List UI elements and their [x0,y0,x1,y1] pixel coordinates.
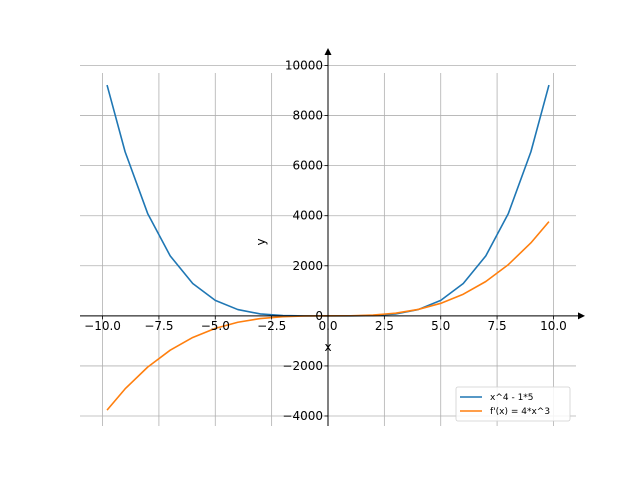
y-tick-label: 4000 [292,209,323,223]
y-axis-arrow-icon [324,48,332,55]
x-axis-label: x [324,340,331,354]
y-tick-label: 6000 [292,159,323,173]
x-tick-label: −7.5 [144,319,173,333]
x-tick-label: 5.0 [431,319,450,333]
y-tick-label: −2000 [282,359,323,373]
x-tick-label: 10.0 [540,319,567,333]
legend-entry-label: x^4 - 1*5 [490,393,534,403]
x-axis-arrow-icon [578,312,585,320]
x-tick-label: −5.0 [201,319,230,333]
x-tick-label: −2.5 [257,319,286,333]
legend: x^4 - 1*5 f'(x) = 4*x^3 [455,386,571,422]
x-tick-label: 7.5 [488,319,507,333]
legend-box [455,386,571,422]
y-tick-label: 0 [315,309,323,323]
x-tick-label: −10.0 [84,319,121,333]
y-axis-label: y [254,238,268,245]
y-tick-label: 10000 [285,59,323,73]
y-tick-label: −4000 [282,409,323,423]
ticks: −10.0 −7.5 −5.0 −2.5 0.0 2.5 5.0 7.5 10.0 −4000 −2… [84,59,567,423]
y-tick-label: 8000 [292,109,323,123]
x-tick-label: 2.5 [375,319,394,333]
x-tick-label: 0.0 [318,319,337,333]
axes [80,48,585,426]
legend-entry-label: f'(x) = 4*x^3 [490,407,550,417]
y-tick-label: 2000 [292,259,323,273]
